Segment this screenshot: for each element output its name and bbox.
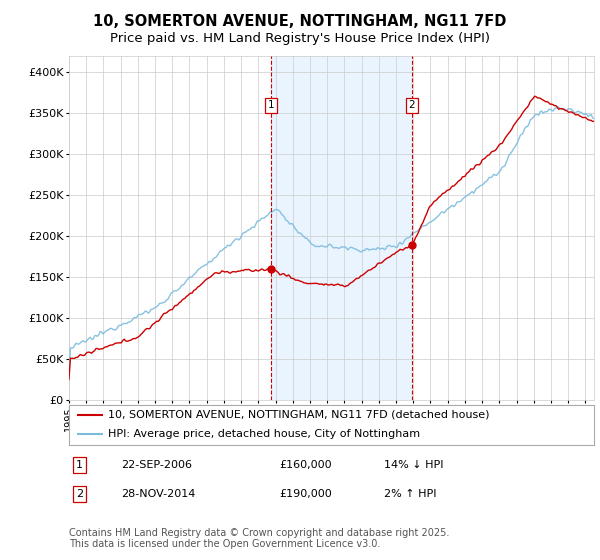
Text: 28-NOV-2014: 28-NOV-2014	[121, 489, 196, 500]
Text: 2% ↑ HPI: 2% ↑ HPI	[384, 489, 437, 500]
Text: 14% ↓ HPI: 14% ↓ HPI	[384, 460, 443, 470]
Text: 2: 2	[76, 489, 83, 500]
Text: 1: 1	[76, 460, 83, 470]
Text: £190,000: £190,000	[279, 489, 332, 500]
Text: HPI: Average price, detached house, City of Nottingham: HPI: Average price, detached house, City…	[109, 429, 421, 439]
Text: 22-SEP-2006: 22-SEP-2006	[121, 460, 193, 470]
Bar	[271, 56, 412, 400]
Text: 2: 2	[409, 100, 415, 110]
Text: £160,000: £160,000	[279, 460, 332, 470]
Text: Contains HM Land Registry data © Crown copyright and database right 2025.
This d: Contains HM Land Registry data © Crown c…	[69, 528, 449, 549]
Text: 10, SOMERTON AVENUE, NOTTINGHAM, NG11 7FD (detached house): 10, SOMERTON AVENUE, NOTTINGHAM, NG11 7F…	[109, 410, 490, 420]
Text: Price paid vs. HM Land Registry's House Price Index (HPI): Price paid vs. HM Land Registry's House …	[110, 32, 490, 45]
Text: 10, SOMERTON AVENUE, NOTTINGHAM, NG11 7FD: 10, SOMERTON AVENUE, NOTTINGHAM, NG11 7F…	[94, 14, 506, 29]
Text: 1: 1	[268, 100, 274, 110]
